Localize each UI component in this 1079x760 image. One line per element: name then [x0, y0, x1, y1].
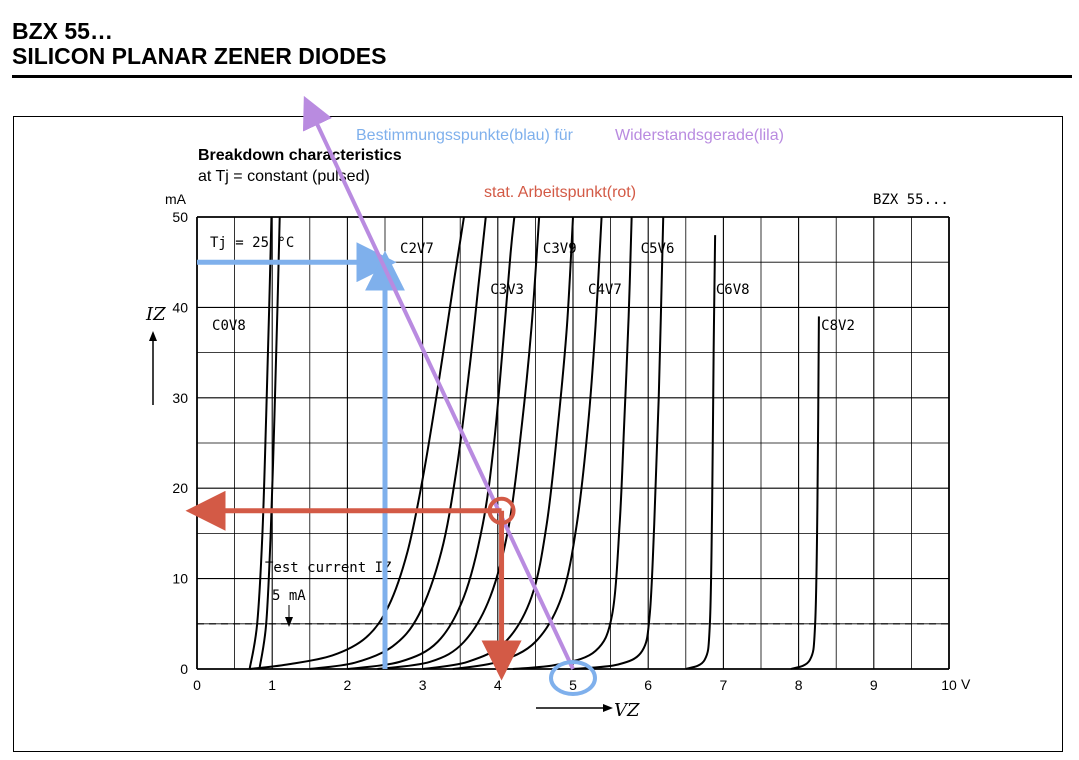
x-tick-label: 10 — [941, 677, 957, 693]
legend-red: stat. Arbeitspunkt(rot) — [484, 184, 636, 201]
series-labels: C0V8 C2V7 C3V3 C3V9 C4V7 C5V6 C6V8 C8V2 — [212, 241, 855, 334]
legend-blue: Bestimmungsspunkte(blau) für — [356, 127, 574, 144]
y-tick-label: 0 — [180, 661, 188, 677]
curve-c0v8 — [258, 216, 281, 670]
test-current-label: Test current IZ — [265, 560, 391, 576]
document-title: BZX 55… SILICON PLANAR ZENER DIODES — [12, 19, 386, 69]
x-tick-label: 4 — [494, 677, 502, 693]
y-tick-labels: 0 10 20 30 40 50 — [172, 209, 188, 677]
y-tick-label: 40 — [172, 299, 188, 315]
x-tick-label: 0 — [193, 677, 201, 693]
series-label-c3v9: C3V9 — [543, 241, 577, 257]
y-tick-label: 20 — [172, 480, 188, 496]
series-label-c2v7: C2V7 — [400, 241, 434, 257]
x-tick-label: 7 — [720, 677, 728, 693]
x-tick-labels: 0 1 2 3 4 5 6 7 8 9 10 — [193, 677, 957, 693]
curve-c8v2 — [790, 316, 820, 670]
x-tick-label: 1 — [268, 677, 276, 693]
series-label-c3v3: C3V3 — [490, 282, 524, 298]
load-line — [302, 95, 575, 670]
test-current-value: 5 mA — [272, 588, 306, 604]
x-tick-label: 6 — [644, 677, 652, 693]
figure-frame — [13, 116, 1063, 752]
blue-point-circle — [549, 660, 597, 696]
curve-c3v9 — [422, 216, 574, 670]
curve-c6v8 — [685, 235, 717, 670]
y-tick-label: 10 — [172, 571, 188, 587]
x-axis-label: VZ — [614, 700, 640, 721]
curve-c2v7 — [309, 216, 487, 670]
y-tick-label: 30 — [172, 390, 188, 406]
x-tick-label: 8 — [795, 677, 803, 693]
y-unit: mA — [165, 191, 187, 207]
condition-label: Tj = 25 °C — [210, 235, 294, 251]
operating-point-circle — [487, 496, 516, 525]
series-label-c6v8: C6V8 — [716, 282, 750, 298]
series-label-c5v6: C5V6 — [641, 241, 675, 257]
curve-c0v8 — [248, 216, 273, 670]
x-tick-label: 9 — [870, 677, 878, 693]
x-tick-label: 2 — [344, 677, 352, 693]
series-label-c8v2: C8V2 — [821, 318, 855, 334]
y-axis-label: IZ — [145, 304, 166, 325]
y-tick-label: 50 — [172, 209, 188, 225]
series-label-c0v8: C0V8 — [212, 318, 246, 334]
annotation-overlay — [185, 95, 597, 696]
x-unit: V — [961, 676, 971, 692]
series-label-c4v7: C4V7 — [588, 282, 622, 298]
legend-lila: Widerstandsgerade(lila) — [615, 127, 784, 144]
title-line-1: BZX 55… — [12, 18, 113, 44]
x-tick-label: 3 — [419, 677, 427, 693]
x-tick-label: 5 — [569, 677, 577, 693]
chart-subtitle: at Tj = constant (pulsed) — [198, 168, 370, 185]
title-rule — [12, 75, 1072, 78]
grid-lines — [196, 216, 950, 670]
series-tag: BZX 55... — [873, 192, 949, 208]
curve-c2v7 — [249, 216, 465, 670]
chart-title: Breakdown characteristics — [198, 147, 402, 164]
curve-c5v6 — [572, 216, 665, 670]
title-line-2: SILICON PLANAR ZENER DIODES — [12, 43, 387, 69]
